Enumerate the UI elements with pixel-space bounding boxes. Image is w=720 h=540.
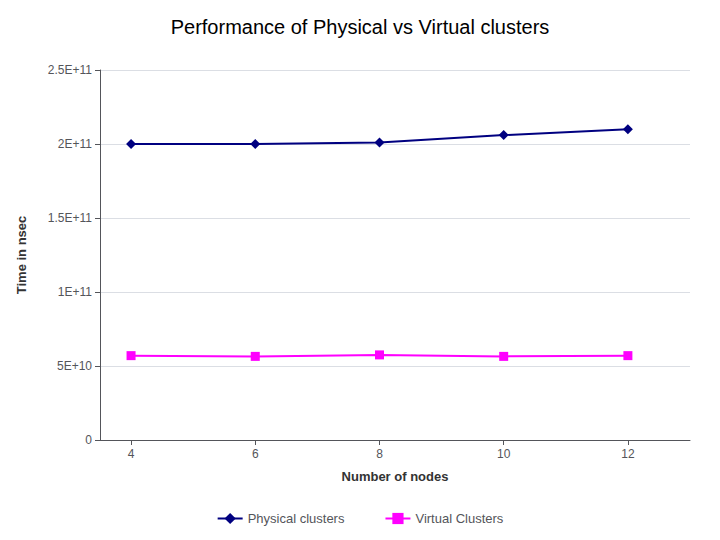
svg-text:10: 10	[497, 447, 511, 461]
svg-text:8: 8	[376, 447, 383, 461]
svg-text:2E+11: 2E+11	[58, 137, 92, 151]
svg-text:Number of nodes: Number of nodes	[342, 469, 449, 484]
svg-text:2.5E+11: 2.5E+11	[48, 63, 92, 77]
svg-text:6: 6	[252, 447, 259, 461]
svg-text:5E+10: 5E+10	[57, 359, 92, 373]
svg-text:Time in nsec: Time in nsec	[14, 216, 29, 295]
svg-text:12: 12	[621, 447, 635, 461]
svg-text:Virtual Clusters: Virtual Clusters	[415, 511, 503, 526]
svg-text:0: 0	[85, 433, 92, 447]
svg-text:1E+11: 1E+11	[58, 285, 92, 299]
svg-text:Physical clusters: Physical clusters	[248, 511, 345, 526]
svg-text:Performance of Physical vs Vir: Performance of Physical vs Virtual clust…	[171, 16, 550, 38]
svg-text:1.5E+11: 1.5E+11	[48, 211, 92, 225]
svg-text:4: 4	[128, 447, 135, 461]
